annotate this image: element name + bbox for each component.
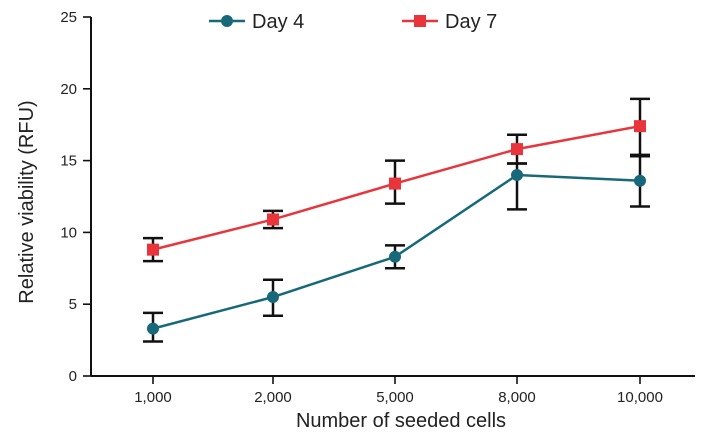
- y-tick-label: 15: [60, 153, 77, 170]
- y-tick-label: 5: [69, 296, 77, 313]
- data-point: [634, 120, 646, 133]
- y-tick-label: 20: [60, 81, 77, 98]
- legend-marker: [414, 15, 426, 27]
- legend: Day 4 Day 7: [209, 11, 497, 33]
- data-point: [389, 250, 401, 263]
- x-axis-title: Number of seeded cells: [296, 410, 506, 432]
- axes: 0 5 10 15 20 25 1,000 2,000 5,000 8,000 10,000: [60, 9, 695, 406]
- y-tick-label: 0: [69, 368, 77, 385]
- data-point: [147, 322, 159, 335]
- data-point: [511, 168, 523, 181]
- x-tick-label: 5,000: [376, 389, 414, 406]
- data-point: [389, 177, 401, 190]
- data-point: [634, 174, 646, 187]
- y-tick-label: 25: [60, 9, 77, 26]
- data-point: [511, 143, 523, 156]
- series-day-7: [143, 97, 650, 263]
- x-tick-label: 8,000: [498, 389, 536, 406]
- legend-item: Day 7: [402, 11, 497, 33]
- legend-label: Day 7: [445, 11, 497, 33]
- y-axis-title: Relative viability (RFU): [16, 100, 38, 303]
- x-tick-label: 10,000: [617, 389, 663, 406]
- data-point: [267, 213, 279, 226]
- data-point: [147, 243, 159, 256]
- legend-item: Day 4: [209, 11, 304, 33]
- x-tick-label: 1,000: [134, 389, 172, 406]
- x-tick-label: 2,000: [254, 389, 292, 406]
- legend-label: Day 4: [252, 11, 304, 33]
- series-layer: [143, 97, 650, 343]
- data-point: [267, 291, 279, 304]
- legend-marker: [221, 15, 233, 27]
- y-tick-label: 10: [60, 224, 77, 241]
